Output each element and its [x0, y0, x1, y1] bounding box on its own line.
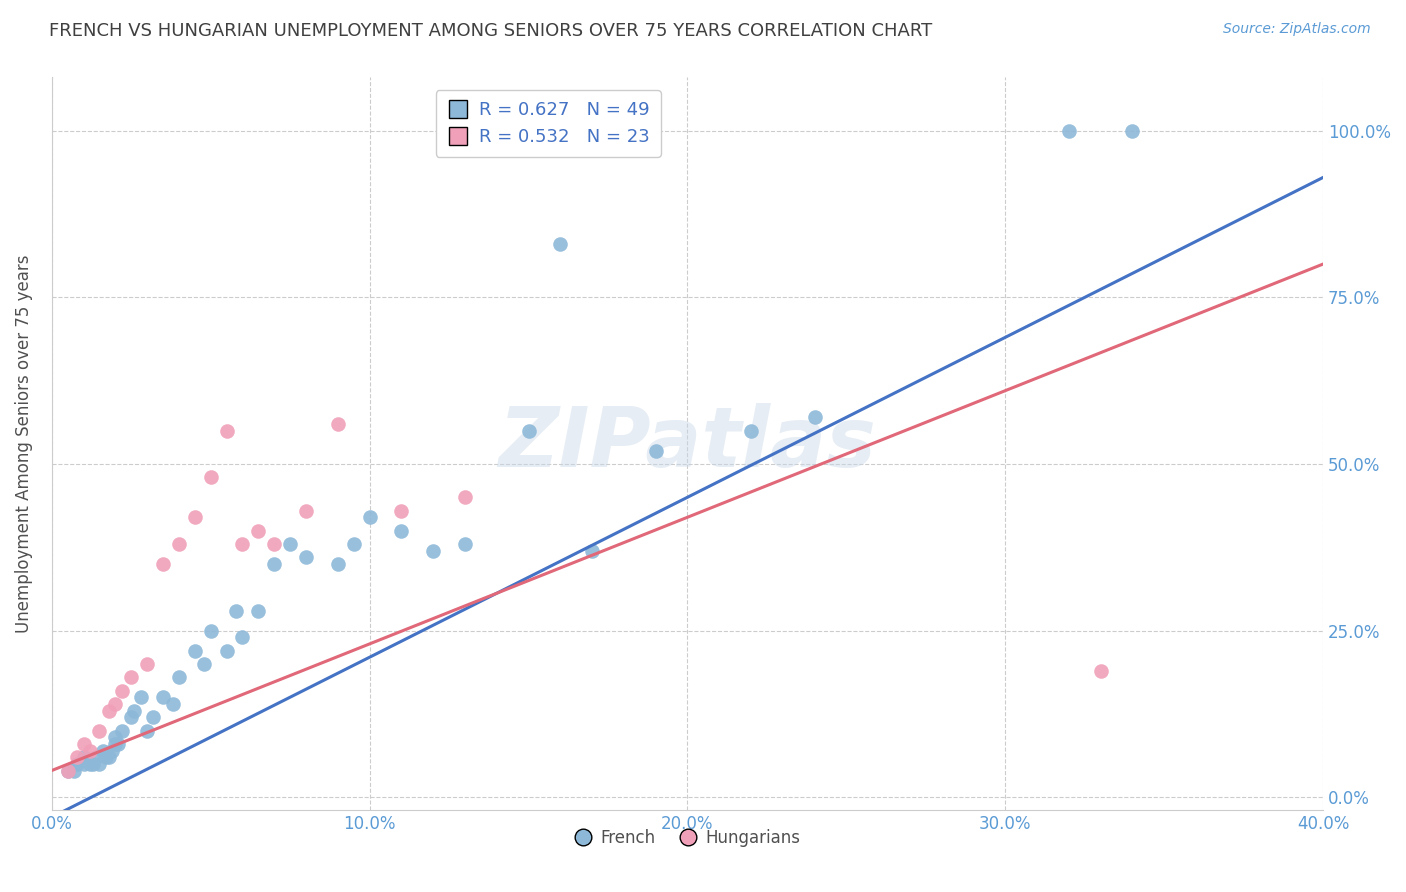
Point	[326, 557, 349, 571]
Point	[167, 670, 190, 684]
Point	[389, 503, 412, 517]
Point	[129, 690, 152, 705]
Point	[91, 743, 114, 757]
Point	[97, 750, 120, 764]
Point	[263, 557, 285, 571]
Point	[107, 737, 129, 751]
Point	[66, 756, 89, 771]
Point	[225, 603, 247, 617]
Point	[120, 710, 142, 724]
Point	[104, 697, 127, 711]
Point	[120, 670, 142, 684]
Point	[167, 537, 190, 551]
Point	[295, 503, 318, 517]
Point	[89, 756, 111, 771]
Point	[247, 524, 270, 538]
Y-axis label: Unemployment Among Seniors over 75 years: Unemployment Among Seniors over 75 years	[15, 255, 32, 633]
Point	[200, 470, 222, 484]
Point	[111, 683, 134, 698]
Point	[142, 710, 165, 724]
Point	[343, 537, 366, 551]
Point	[1121, 124, 1143, 138]
Point	[184, 510, 207, 524]
Point	[1057, 124, 1080, 138]
Point	[517, 424, 540, 438]
Point	[124, 704, 146, 718]
Point	[215, 424, 238, 438]
Point	[72, 737, 94, 751]
Point	[66, 750, 89, 764]
Point	[1090, 664, 1112, 678]
Point	[152, 557, 174, 571]
Point	[193, 657, 215, 671]
Point	[136, 657, 159, 671]
Point	[200, 624, 222, 638]
Point	[136, 723, 159, 738]
Point	[94, 750, 117, 764]
Point	[82, 756, 104, 771]
Point	[63, 764, 86, 778]
Point	[84, 750, 107, 764]
Point	[422, 543, 444, 558]
Point	[111, 723, 134, 738]
Point	[278, 537, 301, 551]
Legend: French, Hungarians: French, Hungarians	[568, 822, 807, 854]
Text: FRENCH VS HUNGARIAN UNEMPLOYMENT AMONG SENIORS OVER 75 YEARS CORRELATION CHART: FRENCH VS HUNGARIAN UNEMPLOYMENT AMONG S…	[49, 22, 932, 40]
Point	[97, 704, 120, 718]
Point	[644, 443, 666, 458]
Point	[581, 543, 603, 558]
Point	[263, 537, 285, 551]
Point	[101, 743, 124, 757]
Point	[454, 490, 477, 504]
Point	[359, 510, 381, 524]
Point	[184, 643, 207, 657]
Point	[215, 643, 238, 657]
Point	[104, 730, 127, 744]
Text: ZIPatlas: ZIPatlas	[499, 403, 876, 484]
Point	[247, 603, 270, 617]
Point	[454, 537, 477, 551]
Point	[803, 410, 825, 425]
Point	[162, 697, 184, 711]
Point	[104, 737, 127, 751]
Point	[389, 524, 412, 538]
Point	[231, 630, 253, 644]
Point	[89, 723, 111, 738]
Point	[56, 764, 79, 778]
Point	[326, 417, 349, 431]
Point	[56, 764, 79, 778]
Point	[550, 237, 572, 252]
Point	[72, 750, 94, 764]
Point	[231, 537, 253, 551]
Point	[72, 756, 94, 771]
Point	[740, 424, 762, 438]
Text: Source: ZipAtlas.com: Source: ZipAtlas.com	[1223, 22, 1371, 37]
Point	[152, 690, 174, 705]
Point	[79, 756, 101, 771]
Point	[295, 550, 318, 565]
Point	[79, 743, 101, 757]
